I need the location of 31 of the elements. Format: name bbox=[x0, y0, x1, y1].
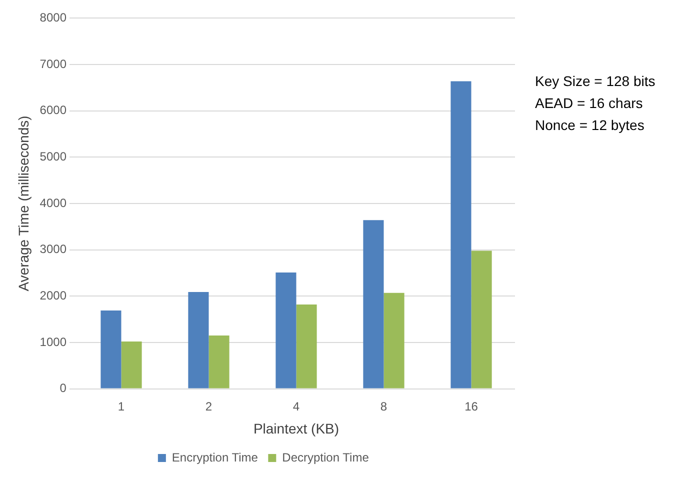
y-tick-label: 5000 bbox=[40, 149, 67, 164]
bar bbox=[121, 342, 142, 388]
x-tick-label: 1 bbox=[118, 399, 125, 414]
text: Key Size = 128 bits bbox=[535, 72, 656, 91]
y-tick-label: 7000 bbox=[40, 56, 67, 71]
bar bbox=[363, 220, 384, 388]
x-tick-label: 16 bbox=[464, 399, 478, 414]
y-tick-label: 2000 bbox=[40, 288, 67, 302]
y-axis-title: Average Time (milliseconds) bbox=[15, 116, 32, 292]
bar bbox=[188, 292, 209, 388]
y-tick-label: 1000 bbox=[40, 334, 67, 349]
bar bbox=[450, 81, 472, 388]
x-tick-label: 2 bbox=[205, 399, 212, 414]
bar bbox=[296, 304, 317, 388]
legend-label: Decryption Time bbox=[282, 450, 370, 464]
bar bbox=[471, 250, 492, 388]
y-tick-label: 3000 bbox=[40, 242, 67, 256]
bar bbox=[384, 292, 404, 388]
y-tick-label: 6000 bbox=[40, 103, 67, 118]
bar bbox=[208, 336, 230, 388]
x-tick-label: 8 bbox=[380, 399, 388, 414]
bar bbox=[100, 310, 122, 388]
legend-label: Encryption Time bbox=[172, 450, 258, 464]
y-tick-label: 4000 bbox=[40, 196, 67, 210]
x-axis-title: Plaintext (KB) bbox=[253, 420, 340, 436]
y-tick-label: 0 bbox=[60, 381, 67, 396]
text: AEAD = 16 chars bbox=[535, 94, 644, 113]
bar bbox=[276, 272, 296, 388]
y-tick-label: 8000 bbox=[40, 10, 67, 25]
x-tick-label: 4 bbox=[292, 399, 300, 414]
text: Nonce = 12 bytes bbox=[535, 116, 646, 135]
